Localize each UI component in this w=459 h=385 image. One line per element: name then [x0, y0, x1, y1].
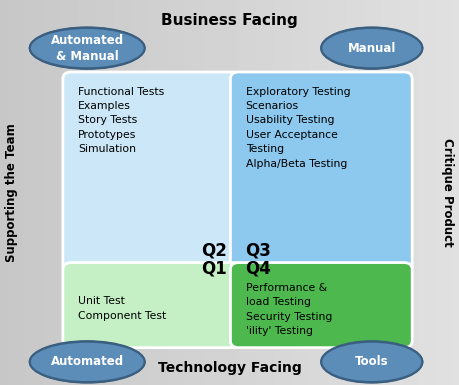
Text: Q4: Q4	[246, 259, 271, 277]
Text: Critique Product: Critique Product	[441, 138, 454, 247]
Text: Q2: Q2	[202, 242, 227, 260]
Text: Automated: Automated	[50, 355, 124, 368]
Text: Supporting the Team: Supporting the Team	[5, 123, 18, 262]
Text: Q3: Q3	[246, 242, 271, 260]
Ellipse shape	[321, 28, 422, 69]
Text: Unit Test
Component Test: Unit Test Component Test	[78, 296, 166, 321]
Text: Q1: Q1	[202, 259, 227, 277]
Ellipse shape	[29, 26, 146, 70]
Text: Functional Tests
Examples
Story Tests
Prototypes
Simulation: Functional Tests Examples Story Tests Pr…	[78, 87, 164, 154]
Ellipse shape	[30, 28, 145, 69]
Text: Exploratory Testing
Scenarios
Usability Testing
User Acceptance
Testing
Alpha/Be: Exploratory Testing Scenarios Usability …	[246, 87, 350, 169]
Text: Manual: Manual	[347, 42, 396, 55]
FancyBboxPatch shape	[63, 72, 242, 273]
Text: Technology Facing: Technology Facing	[157, 362, 302, 375]
Text: Automated
& Manual: Automated & Manual	[50, 33, 124, 63]
Ellipse shape	[320, 26, 424, 70]
Ellipse shape	[321, 342, 422, 382]
Text: Performance &
load Testing
Security Testing
'ility' Testing: Performance & load Testing Security Test…	[246, 283, 332, 336]
Ellipse shape	[30, 342, 145, 382]
Text: Business Facing: Business Facing	[161, 13, 298, 28]
FancyBboxPatch shape	[230, 263, 412, 348]
Ellipse shape	[29, 340, 146, 383]
FancyBboxPatch shape	[230, 72, 412, 273]
Ellipse shape	[320, 340, 424, 383]
Text: Tools: Tools	[355, 355, 389, 368]
FancyBboxPatch shape	[63, 263, 242, 348]
